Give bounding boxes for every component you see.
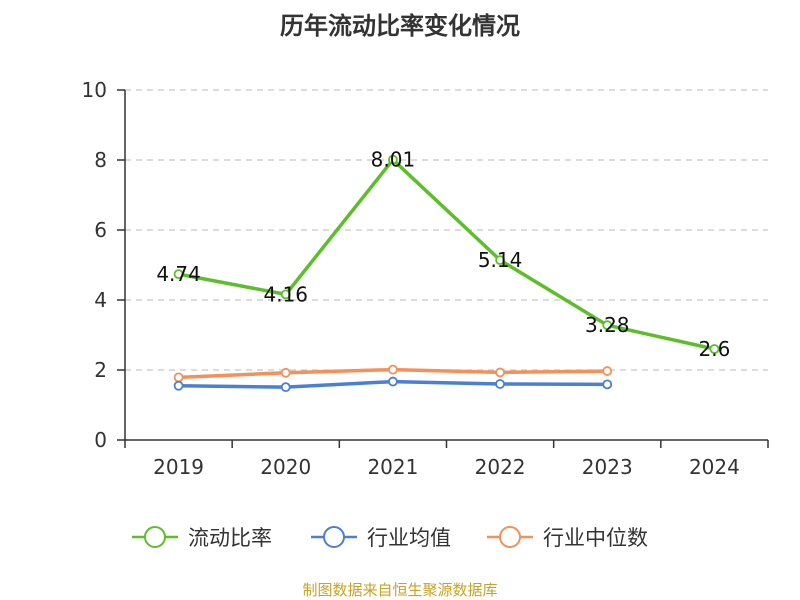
axes: 0 2 4 6 8 10 2019 2020 2021 2022 2023 2024 — [82, 78, 769, 479]
data-point[interactable] — [173, 372, 184, 383]
data-point[interactable] — [495, 379, 505, 389]
data-label: 4.16 — [263, 282, 308, 306]
legend-label: 行业均值 — [367, 526, 451, 550]
data-point[interactable] — [495, 255, 505, 266]
y-tick-label: 0 — [94, 428, 107, 452]
data-point[interactable] — [602, 366, 613, 376]
legend-label: 流动比率 — [188, 526, 272, 550]
data-point[interactable] — [495, 367, 505, 378]
data-point[interactable] — [388, 154, 398, 165]
legend-label: 行业中位数 — [543, 526, 648, 550]
y-tick-label: 8 — [94, 148, 107, 172]
data-label: 8.01 — [371, 148, 416, 172]
y-tick-label: 10 — [82, 78, 107, 102]
data-point[interactable] — [388, 376, 398, 387]
series: 4.74 4.16 8.01 5.14 3.28 2.6 — [156, 148, 731, 393]
data-label: 2.6 — [699, 337, 731, 361]
x-tick-label: 2024 — [689, 455, 740, 479]
legend-marker-icon — [144, 526, 166, 548]
data-label: 5.14 — [478, 248, 523, 272]
x-tick-label: 2019 — [153, 455, 204, 479]
data-point[interactable] — [280, 382, 291, 393]
legend-item[interactable]: 行业中位数 — [487, 526, 648, 550]
legend-item[interactable]: 流动比率 — [132, 526, 272, 550]
x-tick-label: 2021 — [367, 455, 418, 479]
legend[interactable]: 流动比率 行业均值 行业中位数 — [132, 526, 648, 550]
grid — [125, 89, 768, 371]
x-tick-label: 2020 — [260, 455, 311, 479]
legend-marker-icon — [499, 526, 521, 548]
data-point[interactable] — [602, 320, 613, 331]
data-point[interactable] — [602, 379, 613, 390]
x-tick-label: 2023 — [582, 455, 633, 479]
series-line — [178, 157, 715, 351]
source-note: 制图数据来自恒生聚源数据库 — [302, 581, 497, 599]
data-point[interactable] — [173, 380, 184, 391]
data-point[interactable] — [280, 289, 291, 300]
chart-title: 历年流动比率变化情况 — [280, 12, 520, 40]
data-point[interactable] — [388, 364, 398, 375]
y-tick-label: 2 — [94, 358, 107, 382]
data-label: 3.28 — [585, 313, 630, 337]
y-tick-label: 4 — [94, 288, 107, 312]
data-point[interactable] — [709, 344, 720, 354]
data-label: 4.74 — [156, 262, 201, 286]
data-point[interactable] — [173, 269, 184, 280]
legend-item[interactable]: 行业均值 — [311, 526, 451, 550]
y-tick-label: 6 — [94, 218, 107, 242]
legend-marker-icon — [323, 526, 345, 548]
x-tick-label: 2022 — [475, 455, 526, 479]
data-point[interactable] — [280, 367, 291, 378]
